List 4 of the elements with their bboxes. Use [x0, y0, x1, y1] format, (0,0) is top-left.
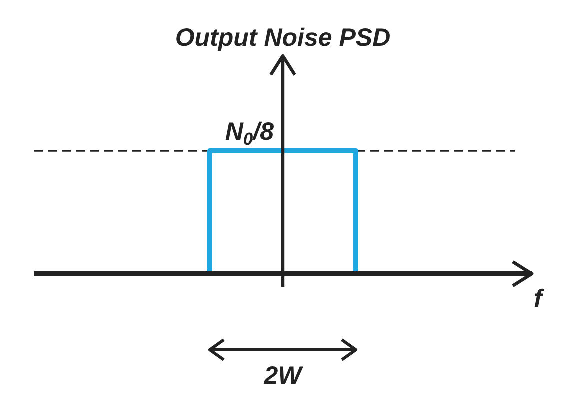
ref-line-label: N$_{0}$/8 — [225, 118, 274, 150]
chart-title: Output Noise PSD — [175, 24, 391, 52]
text: 2W — [263, 362, 304, 390]
x-axis-title: f — [534, 285, 545, 313]
